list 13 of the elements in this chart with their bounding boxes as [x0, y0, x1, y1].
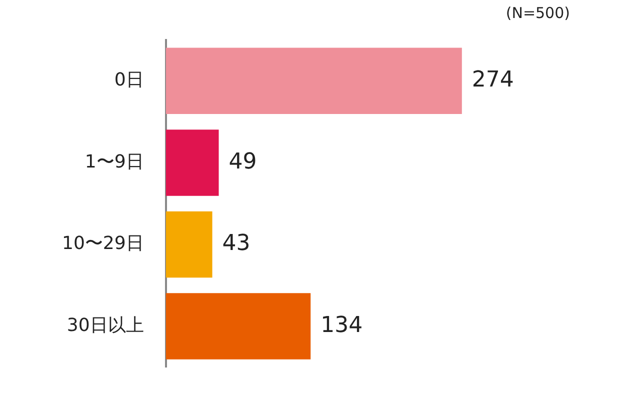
data-label: 43	[222, 231, 250, 256]
y-tick-label: 1〜9日	[84, 151, 144, 172]
text: (N=500)	[506, 4, 570, 22]
bar	[166, 48, 462, 114]
data-label: 49	[228, 149, 257, 174]
bar	[166, 130, 219, 196]
data-label: 134	[320, 313, 363, 338]
y-tick-label: 10〜29日	[62, 233, 144, 254]
bar	[166, 293, 311, 360]
data-label: 274	[472, 68, 514, 93]
y-tick-label: 30日以上	[66, 314, 144, 336]
bar	[166, 211, 212, 278]
y-tick-label: 0日	[114, 70, 144, 91]
